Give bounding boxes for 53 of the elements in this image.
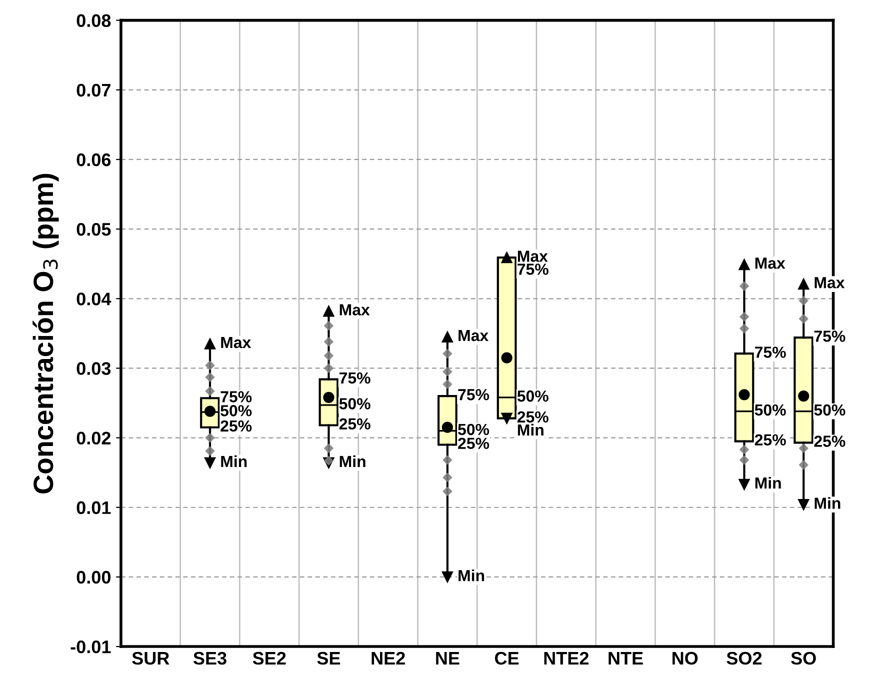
annotation: Min bbox=[221, 455, 247, 467]
x-tick-label: SE2 bbox=[252, 652, 286, 665]
annotation: 50% bbox=[458, 424, 490, 436]
y-axis-title: Concentración O$_{3}$ (ppm) bbox=[32, 174, 59, 494]
annotation: 75% bbox=[458, 389, 490, 400]
annotation: 50% bbox=[814, 404, 846, 416]
y-tick-label: 0.00 bbox=[76, 570, 110, 584]
annotation: 50% bbox=[220, 405, 252, 416]
annotation: Max bbox=[755, 258, 786, 269]
annotation: Max bbox=[458, 330, 488, 342]
x-tick-label: CE bbox=[495, 652, 519, 665]
y-tick-label: 0.01 bbox=[76, 501, 111, 514]
annotation: Max bbox=[221, 337, 252, 348]
x-tick-label: NE bbox=[436, 652, 460, 664]
y-tick-label: 0.07 bbox=[76, 84, 110, 97]
y-tick-label: 0.06 bbox=[76, 153, 111, 166]
annotation: 25% bbox=[814, 436, 846, 447]
annotation: 50% bbox=[754, 404, 786, 416]
y-tick-label: 0.03 bbox=[76, 362, 111, 375]
x-tick-label: SO2 bbox=[726, 652, 762, 665]
x-tick-label: NO bbox=[672, 652, 698, 665]
annotation: Max bbox=[814, 277, 845, 288]
annotation: 75% bbox=[220, 391, 252, 402]
annotation: 25% bbox=[517, 411, 548, 423]
y-tick-label: 0.02 bbox=[76, 432, 111, 445]
annotation: 50% bbox=[339, 398, 370, 410]
annotation: Max bbox=[518, 250, 548, 262]
annotation: 75% bbox=[814, 330, 846, 342]
x-tick-label: SO bbox=[791, 652, 816, 665]
annotation: 25% bbox=[339, 418, 370, 430]
annotation: 75% bbox=[339, 372, 370, 384]
annotation: 25% bbox=[220, 420, 252, 432]
y-tick-label: 0.08 bbox=[76, 14, 111, 28]
annotation: 50% bbox=[517, 390, 548, 402]
annotation: Min bbox=[518, 424, 544, 436]
annotation: Max bbox=[340, 304, 370, 316]
annotation: 75% bbox=[755, 346, 786, 358]
annotation: Min bbox=[340, 455, 366, 467]
annotation: 25% bbox=[754, 434, 786, 446]
y-tick-label: 0.04 bbox=[76, 292, 112, 306]
y-tick-label: 0.05 bbox=[76, 222, 111, 236]
annotation: 25% bbox=[458, 438, 490, 450]
x-tick-label: NTE2 bbox=[544, 652, 589, 664]
annotation: Min bbox=[755, 476, 781, 489]
y-tick-label: -0.01 bbox=[70, 640, 111, 654]
x-tick-label: NTE bbox=[608, 652, 643, 664]
annotation: Min bbox=[458, 570, 484, 582]
x-tick-label: SE bbox=[317, 652, 340, 665]
x-tick-label: NE2 bbox=[372, 652, 405, 664]
annotation: 75% bbox=[518, 264, 548, 275]
x-tick-label: SE3 bbox=[193, 652, 226, 665]
x-tick-label: SUR bbox=[132, 652, 170, 665]
annotation: Min bbox=[814, 497, 840, 509]
